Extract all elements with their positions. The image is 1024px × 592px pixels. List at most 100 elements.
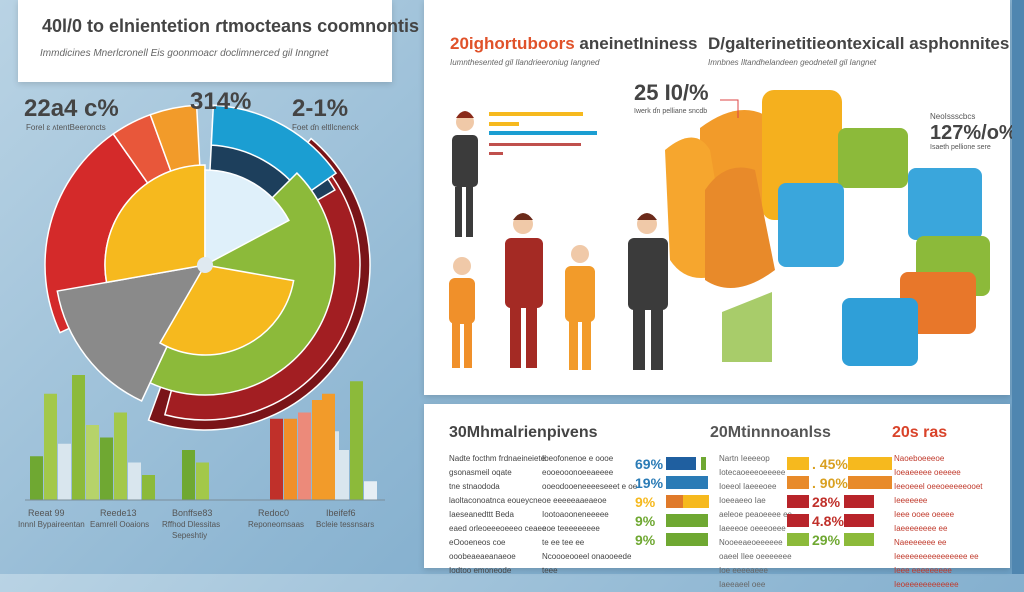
bar [30, 456, 43, 500]
bar [336, 450, 349, 500]
percent-label: . 90% [812, 475, 848, 491]
percent-label: 4.8% [812, 513, 844, 529]
percent-label: 9% [635, 513, 656, 529]
text-line: Iootoaooneneeeee [542, 510, 609, 519]
bar [128, 462, 141, 500]
percent-bar [844, 514, 874, 527]
bar [182, 450, 195, 500]
percent-label: 29% [812, 532, 841, 548]
text-line: Naeeeeeee ee [894, 538, 947, 547]
percent-bar [844, 495, 874, 508]
pie-chart [25, 104, 385, 501]
text-line: Iotecaoeeeoeeeee [719, 468, 786, 477]
shapes-panel-subtitle: Imnbnes Iltandhelandeen geodnetell gil I… [708, 58, 877, 67]
percent-bar [666, 495, 683, 508]
text-line: Iaeseanedttt Beda [449, 510, 514, 519]
text-line: Nooeeaeoeeeeee [719, 538, 783, 547]
text-line: Ieeoeeel oeeoeeeeeooet [894, 482, 983, 491]
text-line: oe eeeeeaaeaeoe [542, 496, 607, 505]
bar [196, 462, 209, 500]
percent-bar [787, 476, 809, 489]
bar-group-sublabel: Reponeomsaas [248, 520, 305, 529]
pie-lightblue-slice [204, 169, 290, 267]
people-title-accent: 20ighortuboors [450, 34, 575, 53]
text-line: eooeooonoeeaeeee [542, 468, 614, 477]
text-line: Iodtoo emoneode [449, 566, 512, 575]
bar-group-label: Ibeifef6 [326, 508, 356, 518]
text-line: Ncoooeooeel onaooeede [542, 552, 632, 561]
percent-bar [787, 514, 809, 527]
shapes-callout-1-label: Iwerk ɗn pelliane sncdb [634, 108, 708, 115]
left-title: 40l/0 to elnientetion ɾtmocteans coomnon… [42, 16, 420, 36]
text-line: Iaeeeeeeee ee [894, 524, 948, 533]
bar [142, 475, 155, 500]
text-line: Ieee ooee oeeee [894, 510, 955, 519]
text-line: laoltaconoatnca eoueycne [449, 496, 542, 505]
text-line: Iaeeaeel oee [719, 580, 766, 589]
percent-bar [666, 457, 696, 470]
top-right-panel: 20ighortuboors aneinetIniness Iumnthesen… [424, 0, 1017, 395]
percent-bar [666, 533, 708, 546]
people-title-rest: aneinetIniness [574, 34, 698, 53]
text-line: te ee tee ee [542, 538, 585, 547]
percent-bar [787, 457, 809, 470]
percent-bar [787, 533, 809, 546]
text_col4: Naoeboeeeoe Ioeaeeeee oeeeee Ieeoeeel oeeo… [894, 452, 983, 592]
bar-group-label: Redoc0 [258, 508, 290, 518]
percent-bar [848, 476, 892, 489]
text-line: Ieee eeeeeeeee [894, 566, 952, 575]
bar [86, 425, 99, 500]
pie-yellow-slice [104, 164, 206, 284]
text-line: Ieeeeeee [894, 496, 928, 505]
pie-yellow-lower-slice [158, 264, 295, 356]
text-line: Ieeeeeeeeeeeeeeee ee [894, 552, 979, 561]
left-header-card: 40l/0 to elnientetion ɾtmocteans coomnon… [18, 0, 419, 82]
percent-bar [787, 495, 809, 508]
percent-bar [701, 457, 706, 470]
percent-label: 69% [635, 456, 664, 472]
percent-bar [844, 533, 874, 546]
text_col2: Ibeofonenoe e oooe eooeooonoeeaeeee ooeodo… [542, 452, 637, 578]
text-line: Ioeaeeeee oeeeee [894, 468, 961, 477]
bar [72, 375, 85, 500]
text_col3: Nartn Ieeeeop Iotecaoeeeoeeeee Ioeeol Iaee… [719, 452, 792, 592]
bottom-title-1: 30Mhmalrienpivens [449, 424, 598, 441]
percent-label: 9% [635, 494, 656, 510]
text-line: aeleoe peaoeeee ee [719, 510, 792, 519]
bar-group-label: Reede13 [100, 508, 137, 518]
shapes-callout-2-value: 127%/o% [930, 122, 1017, 144]
bar [58, 443, 71, 500]
bar-group-sublabel: Bcleie tessnsars [316, 520, 375, 529]
right-edge-stripe [1012, 0, 1024, 574]
percent-label: 9% [635, 532, 656, 548]
bar [350, 381, 363, 500]
text-line: Ioeeol Iaeeeoee [719, 482, 777, 491]
text-line: Iaeeeoe oeeeoeee [719, 524, 786, 533]
bar-group-label: Bonffse83 [172, 508, 213, 518]
text-line: oaeel Ilee oeeeeeee [719, 552, 792, 561]
shapes-panel-title: D/gaIterinetitieontexicall asphonnites [708, 34, 1010, 53]
text_col1: Nadte focthm frdnaeineiete gsonasmeil oqa… [449, 452, 546, 578]
text-line: Nartn Ieeeeop [719, 454, 770, 463]
text-line: Naoeboeeeoe [894, 454, 945, 463]
bar-group-label: Reeat 99 [28, 508, 65, 518]
text-line: eoe teeeeeeeee [542, 524, 600, 533]
percent-bar [666, 476, 708, 489]
bottom-title-3: 20s ras [892, 424, 948, 441]
percent-bar [666, 514, 708, 527]
bar-group-sublabel: Eamrell Ooaions [90, 520, 150, 529]
bar-group-sublabel: Rffhod Dlessitas [162, 520, 221, 529]
pie-center-hub [197, 257, 213, 273]
percent-label: . 45% [812, 456, 848, 472]
bar [312, 400, 325, 500]
people-panel-title: 20ighortuboors aneinetIniness [450, 34, 698, 54]
text-line: Nadte focthm frdnaeineiete [449, 454, 546, 463]
percent-label: 28% [812, 494, 841, 510]
pie-callout-2-value: 314% [190, 88, 252, 115]
bar-group-sublabel-2: Sepeshtiy [172, 531, 208, 540]
text-line: teee [542, 566, 558, 575]
bar [322, 393, 335, 500]
pie-callout-1-value: 22a4 c% [24, 95, 119, 122]
text-line: eOooeneos coe [449, 538, 506, 547]
text-line: tne stnaododa [449, 482, 500, 491]
